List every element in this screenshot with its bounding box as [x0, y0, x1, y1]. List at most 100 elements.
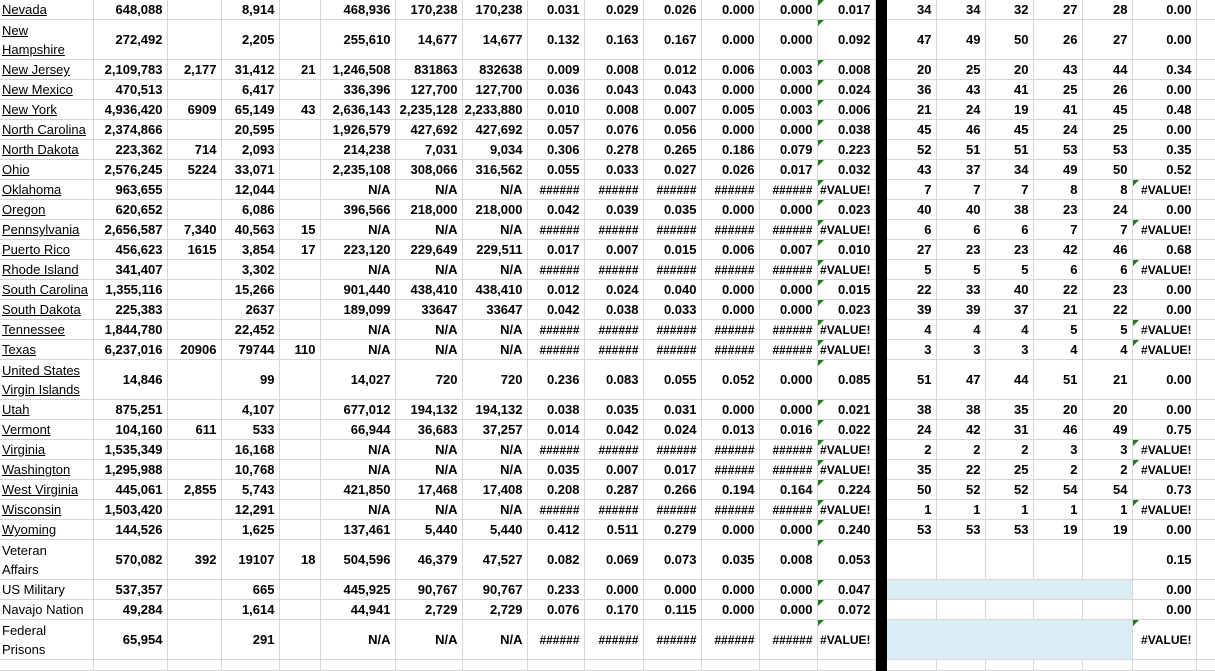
edge-cell[interactable]	[1196, 0, 1215, 20]
data-cell[interactable]: 8	[1082, 179, 1133, 200]
data-cell[interactable]: 45	[887, 119, 937, 140]
data-cell[interactable]: 0.031	[643, 399, 702, 420]
data-cell[interactable]: 0.000	[759, 19, 818, 60]
data-cell[interactable]: 2	[1082, 459, 1133, 480]
data-cell[interactable]: ######	[701, 499, 760, 520]
data-cell[interactable]: 0.014	[527, 419, 585, 440]
edge-cell[interactable]	[1196, 359, 1215, 400]
data-cell[interactable]: 49	[1082, 419, 1133, 440]
data-cell[interactable]: N/A	[320, 439, 396, 460]
data-cell[interactable]	[985, 659, 1034, 671]
data-cell[interactable]: 2,235,128	[395, 99, 463, 120]
data-cell[interactable]: 37,257	[462, 419, 528, 440]
data-cell[interactable]: ######	[527, 219, 585, 240]
data-cell[interactable]: 223,362	[93, 139, 168, 160]
data-cell[interactable]: 0.000	[759, 299, 818, 320]
data-cell[interactable]: 445,925	[320, 579, 396, 600]
data-cell[interactable]: 5	[887, 259, 937, 280]
data-cell[interactable]: 47,527	[462, 539, 528, 580]
data-cell[interactable]: N/A	[320, 499, 396, 520]
data-cell[interactable]: 53	[887, 519, 937, 540]
data-cell[interactable]: 1615	[167, 239, 222, 260]
data-cell[interactable]: 1,614	[221, 599, 280, 620]
data-cell[interactable]: ######	[527, 439, 585, 460]
data-cell[interactable]: 533	[221, 419, 280, 440]
data-cell[interactable]: ######	[643, 439, 702, 460]
data-cell[interactable]: 427,692	[462, 119, 528, 140]
data-cell[interactable]: 229,649	[395, 239, 463, 260]
data-cell[interactable]: N/A	[395, 339, 463, 360]
data-cell[interactable]: 504,596	[320, 539, 396, 580]
edge-cell[interactable]	[1196, 319, 1215, 340]
data-cell[interactable]: ######	[759, 219, 818, 240]
data-cell[interactable]: 291	[221, 619, 280, 660]
data-cell[interactable]: 0.223	[817, 139, 876, 160]
data-cell[interactable]	[167, 499, 222, 520]
state-link-cell[interactable]: North Carolina	[0, 119, 94, 140]
data-cell[interactable]: 21	[1082, 359, 1133, 400]
edge-cell[interactable]	[1196, 119, 1215, 140]
data-cell[interactable]: 0.024	[584, 279, 644, 300]
data-cell[interactable]	[1196, 659, 1215, 671]
data-cell[interactable]: 6,086	[221, 199, 280, 220]
data-cell[interactable]: ######	[701, 319, 760, 340]
data-cell[interactable]: 2	[887, 439, 937, 460]
data-cell[interactable]: 0.00	[1132, 299, 1197, 320]
data-cell[interactable]: 0.35	[1132, 139, 1197, 160]
data-cell[interactable]: 0.082	[527, 539, 585, 580]
data-cell[interactable]: 1	[887, 499, 937, 520]
data-cell[interactable]: 223,120	[320, 239, 396, 260]
data-cell[interactable]	[167, 439, 222, 460]
data-cell[interactable]: 0.000	[701, 79, 760, 100]
data-cell[interactable]	[887, 659, 937, 671]
data-cell[interactable]: ######	[643, 179, 702, 200]
edge-cell[interactable]	[1196, 99, 1215, 120]
data-cell[interactable]: N/A	[320, 339, 396, 360]
data-cell[interactable]: 0.000	[643, 579, 702, 600]
data-cell[interactable]	[167, 619, 222, 660]
data-cell[interactable]: 3	[1033, 439, 1083, 460]
data-cell[interactable]: 10,768	[221, 459, 280, 480]
edge-cell[interactable]	[1196, 239, 1215, 260]
data-cell[interactable]: 0.73	[1132, 479, 1197, 500]
data-cell[interactable]: #VALUE!	[1132, 439, 1197, 460]
data-cell[interactable]: 0.000	[759, 119, 818, 140]
data-cell[interactable]: 90,767	[395, 579, 463, 600]
data-cell[interactable]: N/A	[462, 459, 528, 480]
data-cell[interactable]: 0.033	[643, 299, 702, 320]
data-cell[interactable]: 53	[1033, 139, 1083, 160]
data-cell[interactable]	[221, 659, 280, 671]
state-link-cell[interactable]: New York	[0, 99, 94, 120]
state-link-cell[interactable]: Washington	[0, 459, 94, 480]
data-cell[interactable]: 0.00	[1132, 579, 1197, 600]
data-cell[interactable]: 1,246,508	[320, 59, 396, 80]
data-cell[interactable]: 470,513	[93, 79, 168, 100]
data-cell[interactable]: 17	[279, 239, 321, 260]
data-cell[interactable]: #VALUE!	[817, 259, 876, 280]
data-cell[interactable]: 170,238	[395, 0, 463, 20]
data-cell[interactable]	[167, 659, 222, 671]
data-cell[interactable]: 43	[887, 159, 937, 180]
data-cell[interactable]: 1,844,780	[93, 319, 168, 340]
data-cell[interactable]: ######	[584, 319, 644, 340]
data-cell[interactable]: 0.287	[584, 479, 644, 500]
data-cell[interactable]	[279, 79, 321, 100]
data-cell[interactable]: 7	[887, 179, 937, 200]
data-cell[interactable]	[0, 659, 94, 671]
data-cell[interactable]: 0.039	[584, 199, 644, 220]
state-link-cell[interactable]: Wyoming	[0, 519, 94, 540]
edge-cell[interactable]	[1196, 139, 1215, 160]
data-cell[interactable]: ######	[527, 339, 585, 360]
data-cell[interactable]: ######	[584, 259, 644, 280]
state-link-cell[interactable]: Wisconsin	[0, 499, 94, 520]
data-cell[interactable]	[1132, 659, 1197, 671]
data-cell[interactable]: 6	[985, 219, 1034, 240]
row-label-cell[interactable]: Federal Prisons	[0, 619, 94, 660]
data-cell[interactable]: 51	[1033, 359, 1083, 400]
data-cell[interactable]: N/A	[395, 459, 463, 480]
edge-cell[interactable]	[1196, 599, 1215, 620]
data-cell[interactable]: 0.092	[817, 19, 876, 60]
data-cell[interactable]: 0.00	[1132, 79, 1197, 100]
data-cell[interactable]: 51	[936, 139, 986, 160]
edge-cell[interactable]	[1196, 219, 1215, 240]
